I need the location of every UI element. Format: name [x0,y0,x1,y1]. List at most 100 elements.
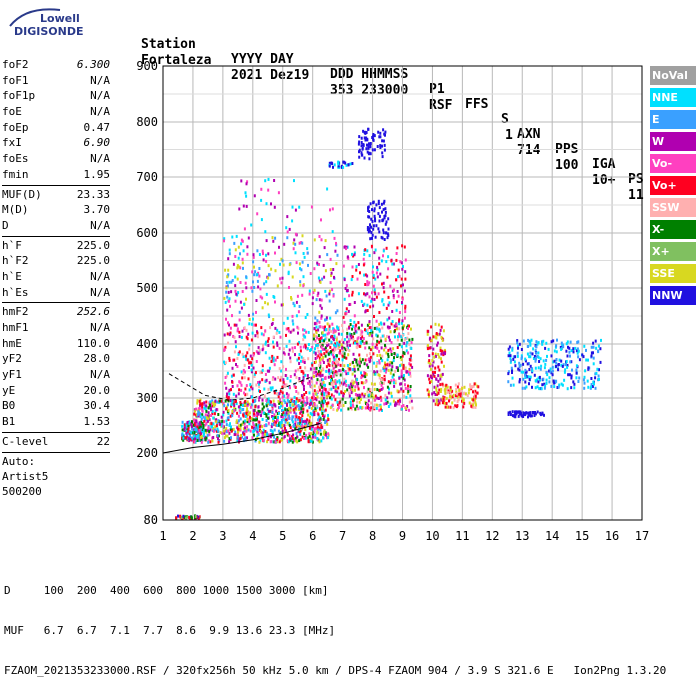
echo-point [328,371,331,375]
echo-point [227,299,230,303]
echo-point [242,420,245,424]
echo-point [383,216,386,220]
echo-point [299,283,302,287]
echo-point [312,291,315,294]
echo-point [398,311,401,314]
echo-point [299,438,302,442]
echo-point [288,227,291,231]
param-key: hmF1 [2,321,29,334]
echo-point [278,392,281,396]
echo-point [410,341,413,345]
echo-point [352,360,354,364]
echo-point [287,416,290,420]
echo-point [294,422,297,426]
echo-point [536,385,539,389]
echo-point [330,393,333,397]
echo-point [255,350,258,354]
echo-point [330,352,333,356]
echo-point [384,130,387,134]
echo-point [397,275,399,279]
echo-point [363,156,366,160]
echo-point [331,322,334,326]
echo-point [324,318,326,322]
echo-point [297,331,299,335]
echo-point [305,391,308,394]
echo-point [340,391,343,395]
echo-point [274,440,277,444]
echo-point [440,373,443,377]
echo-point [382,281,385,285]
echo-point [315,335,318,338]
echo-point [194,409,197,413]
echo-point [313,384,316,388]
echo-point [358,361,361,365]
echo-point [211,425,213,429]
echo-point [236,439,239,442]
echo-point [212,422,215,426]
echo-point [287,327,290,331]
echo-point [454,404,457,408]
echo-point [437,403,440,407]
echo-point [594,386,597,390]
echo-point [264,342,267,346]
echo-point [305,396,308,400]
echo-point [372,352,375,356]
echo-point [321,385,324,389]
echo-point [313,288,316,292]
echo-point [366,274,369,278]
echo-point [264,373,267,376]
echo-point [367,387,370,391]
echo-point [332,364,335,368]
echo-point [279,277,282,281]
echo-point [211,410,214,413]
echo-point [278,423,281,427]
echo-point [376,370,379,374]
echo-point [209,400,212,404]
echo-point [241,422,244,426]
echo-point [268,273,270,277]
echo-point [313,327,316,331]
echo-point [301,425,304,429]
echo-point [220,399,223,403]
echo-point [301,382,304,386]
echo-point [358,364,361,368]
echo-point [304,335,307,339]
echo-point [335,262,338,266]
echo-point [371,342,374,346]
echo-point [518,380,521,384]
echo-point [273,391,276,395]
echo-point [217,429,220,433]
echo-point [285,429,288,433]
value-axn: 714 [517,143,541,158]
legend-item: SSW [650,198,696,217]
echo-point [555,344,558,348]
ionogram-plot: 1 2 3 4 5 6 7 8 9 10 11 12 13 14 15 16 17802003004005006… [136,59,649,543]
echo-point [368,407,371,411]
echo-point [373,406,376,409]
echo-point [345,247,347,251]
echo-point [363,273,366,277]
echo-point [332,408,335,411]
echo-point [315,366,318,370]
echo-point [247,413,250,417]
echo-point [324,354,327,358]
echo-point [548,380,551,384]
echo-point [370,217,373,221]
echo-point [597,344,600,348]
echo-point [573,386,576,390]
echo-point [440,335,443,339]
echo-point [318,352,321,356]
echo-point [261,378,264,382]
echo-point [377,404,380,408]
echo-point [319,432,322,436]
echo-point [538,375,541,379]
echo-point [574,346,577,350]
echo-point [265,253,267,257]
echo-point [437,379,440,383]
echo-point [217,419,220,423]
echo-point [383,374,386,378]
echo-point [328,325,331,329]
echo-point [471,397,473,401]
echo-point [439,383,442,387]
echo-point [366,138,369,142]
